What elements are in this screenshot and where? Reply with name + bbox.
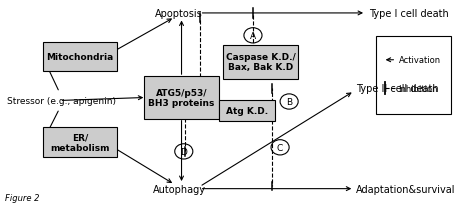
Text: Autophagy: Autophagy [153,184,206,194]
Text: Type I cell death: Type I cell death [369,9,449,19]
FancyBboxPatch shape [223,46,298,79]
Text: A: A [250,32,256,41]
FancyBboxPatch shape [43,43,117,72]
FancyBboxPatch shape [219,101,275,122]
Text: Atg K.D.: Atg K.D. [226,107,268,116]
Text: Type II cell death: Type II cell death [356,84,438,94]
Text: B: B [286,98,292,106]
FancyBboxPatch shape [144,77,219,119]
Text: Inhibition: Inhibition [399,84,438,93]
FancyBboxPatch shape [376,37,450,114]
Text: Adaptation&survival: Adaptation&survival [356,184,455,194]
Text: Apoptosis: Apoptosis [155,9,203,19]
FancyBboxPatch shape [43,127,117,158]
Text: Caspase K.D./
Bax, Bak K.D: Caspase K.D./ Bax, Bak K.D [226,53,295,72]
Text: ATG5/p53/
BH3 proteins: ATG5/p53/ BH3 proteins [148,88,215,108]
Text: Figure 2: Figure 2 [5,193,39,202]
Text: C: C [277,143,283,152]
Text: D: D [180,147,187,156]
Text: Stressor (e.g., apigenin): Stressor (e.g., apigenin) [8,96,117,105]
Text: ER/
metabolism: ER/ metabolism [50,133,109,152]
Text: Activation: Activation [399,56,441,65]
Text: Mitochondria: Mitochondria [46,53,113,62]
